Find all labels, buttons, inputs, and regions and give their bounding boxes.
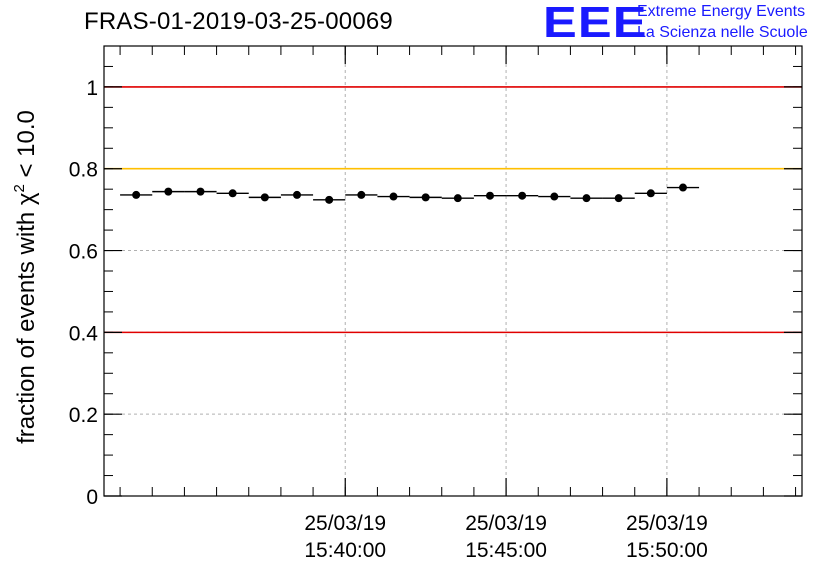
x-tick-label-date: 25/03/19 <box>304 512 386 535</box>
data-point <box>292 190 301 199</box>
data-point <box>614 194 623 203</box>
eee-logo: EEE Extreme Energy Events La Scienza nel… <box>543 0 833 47</box>
y-axis-label-suffix: < 10.0 <box>13 110 40 184</box>
data-point <box>550 192 559 201</box>
data-point <box>646 189 655 198</box>
x-tick-label-time: 15:50:00 <box>626 539 708 562</box>
x-tick-label-time: 15:40:00 <box>304 539 386 562</box>
data-point <box>518 191 527 200</box>
y-axis-label-chi: χ <box>13 192 40 205</box>
data-point <box>260 193 269 202</box>
data-point <box>678 183 687 192</box>
data-point <box>357 190 366 199</box>
tick-labels: 0 0.2 0.4 0.6 0.8 1 25/03/19 15:40:00 25/03/19 15… <box>69 77 708 562</box>
data-layer <box>120 183 700 204</box>
reference-lines <box>104 86 802 334</box>
plot-frame <box>103 45 803 497</box>
y-axis-label-sup: 2 <box>11 184 28 192</box>
x-tick-label-time: 15:45:00 <box>465 539 547 562</box>
data-point <box>196 187 205 196</box>
chart-title: FRAS-01-2019-03-25-00069 <box>84 8 393 35</box>
y-axis-label: fraction of events with χ2 < 10.0 <box>11 110 40 444</box>
y-tick-label: 1 <box>86 77 98 100</box>
eee-logo-mark: EEE <box>543 0 648 47</box>
data-point <box>421 193 430 202</box>
tick-layer <box>104 45 802 497</box>
y-axis-label-prefix: fraction of events with <box>13 205 40 444</box>
data-point <box>325 195 334 204</box>
data-point <box>228 189 237 198</box>
data-point <box>132 190 141 199</box>
data-point <box>453 194 462 203</box>
eee-logo-line1: Extreme Energy Events <box>637 3 806 20</box>
data-point <box>485 191 494 200</box>
x-tick-label-date: 25/03/19 <box>465 512 547 535</box>
y-tick-label: 0.4 <box>69 322 99 345</box>
data-point <box>389 192 398 201</box>
data-point <box>582 194 591 203</box>
y-tick-label: 0.6 <box>69 241 98 264</box>
y-tick-label: 0.2 <box>69 404 98 427</box>
grid-layer <box>104 46 802 496</box>
data-point <box>164 187 173 196</box>
x-tick-label-date: 25/03/19 <box>626 512 708 535</box>
y-tick-label: 0 <box>86 486 98 509</box>
y-tick-label: 0.8 <box>69 159 98 182</box>
eee-logo-line2: La Scienza nelle Scuole <box>637 24 808 41</box>
